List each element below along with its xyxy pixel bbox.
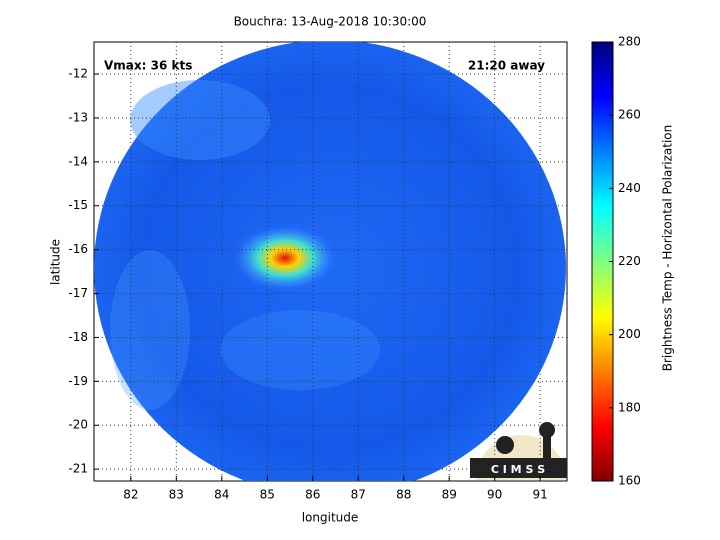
x-tick-label: 85 xyxy=(260,488,275,502)
x-tick-label: 86 xyxy=(305,488,320,502)
y-tick-label: -13 xyxy=(68,110,88,124)
cloud xyxy=(130,80,270,160)
y-tick-label: -12 xyxy=(68,67,88,81)
y-tick-label: -14 xyxy=(68,154,88,168)
cloud xyxy=(220,310,380,390)
storm-core xyxy=(230,223,340,293)
colorbar-tick-label: 220 xyxy=(618,254,641,268)
annotation: Vmax: 36 kts xyxy=(104,59,192,73)
x-tick-label: 87 xyxy=(351,488,366,502)
cimss-logo xyxy=(470,422,567,480)
y-tick-label: -16 xyxy=(68,242,88,256)
x-tick-label: 90 xyxy=(487,488,502,502)
x-tick-label: 88 xyxy=(396,488,411,502)
y-tick-label: -21 xyxy=(68,462,88,476)
x-tick-label: 82 xyxy=(123,488,138,502)
colorbar-tick-label: 160 xyxy=(618,474,641,488)
colorbar-tick-label: 200 xyxy=(618,327,641,341)
x-tick-label: 84 xyxy=(214,488,229,502)
chart-title: Bouchra: 13-Aug-2018 10:30:00 xyxy=(234,15,427,29)
colorbar-tick-label: 240 xyxy=(618,181,641,195)
y-tick-label: -15 xyxy=(68,198,88,212)
x-tick-label: 83 xyxy=(169,488,184,502)
logo-text: C I M S S xyxy=(491,463,545,476)
image xyxy=(94,42,567,481)
x-tick-label: 89 xyxy=(442,488,457,502)
colorbar-tick-label: 260 xyxy=(618,108,641,122)
y-axis-label: latitude xyxy=(49,239,63,285)
y-tick-label: -20 xyxy=(68,418,88,432)
y-tick-label: -18 xyxy=(68,330,88,344)
x-axis-label: longitude xyxy=(302,511,359,525)
x-tick-label: 91 xyxy=(533,488,548,502)
colorbar-tick-label: 180 xyxy=(618,400,641,414)
colorbar-label: Brightness Temp - Horizontal Polarizatio… xyxy=(661,125,675,372)
y-tick-label: -19 xyxy=(68,374,88,388)
cloud xyxy=(110,250,190,410)
annotation: 21:20 away xyxy=(468,59,545,73)
y-tick-label: -17 xyxy=(68,286,88,300)
colorbar-tick-label: 280 xyxy=(618,35,641,49)
